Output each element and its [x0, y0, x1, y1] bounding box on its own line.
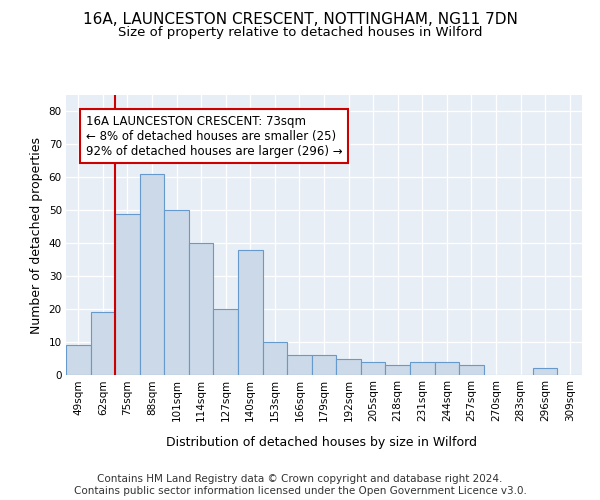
- Bar: [91, 312, 115, 375]
- Bar: [189, 243, 214, 375]
- Bar: [115, 214, 140, 375]
- Y-axis label: Number of detached properties: Number of detached properties: [30, 136, 43, 334]
- Text: Contains public sector information licensed under the Open Government Licence v3: Contains public sector information licen…: [74, 486, 526, 496]
- Bar: [140, 174, 164, 375]
- Bar: [361, 362, 385, 375]
- Text: Size of property relative to detached houses in Wilford: Size of property relative to detached ho…: [118, 26, 482, 39]
- Bar: [312, 355, 336, 375]
- Text: Distribution of detached houses by size in Wilford: Distribution of detached houses by size …: [166, 436, 476, 449]
- Bar: [214, 309, 238, 375]
- Bar: [533, 368, 557, 375]
- Bar: [164, 210, 189, 375]
- Bar: [434, 362, 459, 375]
- Bar: [287, 355, 312, 375]
- Bar: [459, 365, 484, 375]
- Bar: [336, 358, 361, 375]
- Text: 16A, LAUNCESTON CRESCENT, NOTTINGHAM, NG11 7DN: 16A, LAUNCESTON CRESCENT, NOTTINGHAM, NG…: [83, 12, 517, 28]
- Text: Contains HM Land Registry data © Crown copyright and database right 2024.: Contains HM Land Registry data © Crown c…: [97, 474, 503, 484]
- Bar: [238, 250, 263, 375]
- Text: 16A LAUNCESTON CRESCENT: 73sqm
← 8% of detached houses are smaller (25)
92% of d: 16A LAUNCESTON CRESCENT: 73sqm ← 8% of d…: [86, 115, 342, 158]
- Bar: [385, 365, 410, 375]
- Bar: [66, 346, 91, 375]
- Bar: [263, 342, 287, 375]
- Bar: [410, 362, 434, 375]
